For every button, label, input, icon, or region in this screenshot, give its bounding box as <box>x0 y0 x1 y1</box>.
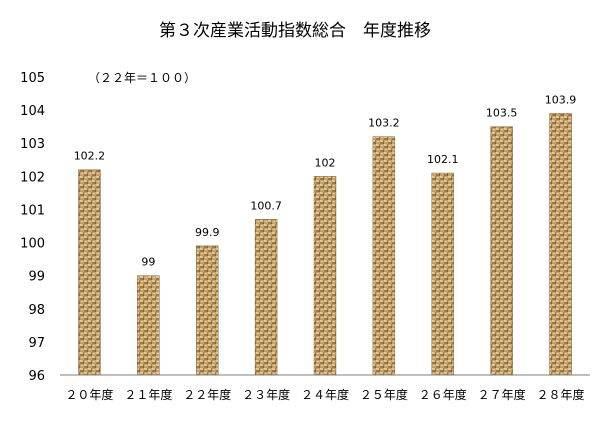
bar <box>372 136 396 376</box>
x-tick-label: ２８年度 <box>537 387 585 402</box>
data-label: 102 <box>315 156 336 169</box>
chart-title: 第３次産業活動指数総合 年度推移 <box>159 21 431 41</box>
bar <box>78 169 101 376</box>
x-tick-label: ２３年度 <box>242 387 290 402</box>
y-tick-label: 100 <box>20 237 45 252</box>
data-label: 103.5 <box>486 107 518 120</box>
data-label: 102.2 <box>74 150 106 163</box>
x-tick-label: ２５年度 <box>360 387 408 402</box>
x-tick-label: ２７年度 <box>478 387 526 402</box>
x-tick-label: ２４年度 <box>301 387 349 402</box>
y-tick-label: 104 <box>20 104 45 119</box>
x-tick-label: ２１年度 <box>124 387 172 402</box>
y-tick-label: 102 <box>20 170 45 185</box>
data-label: 99.9 <box>195 226 220 239</box>
data-label: 102.1 <box>427 153 459 166</box>
y-axis-tick-labels: 96 97 98 99 100 101 102 103 104 105 <box>20 71 45 384</box>
y-tick-label: 97 <box>28 336 45 351</box>
bar <box>549 113 572 376</box>
data-labels: 102.2 99 99.9 100.7 102 103.2 102.1 103.5 103.9 <box>74 93 577 268</box>
x-tick-label: ２２年度 <box>183 387 231 402</box>
x-tick-label: ２０年度 <box>65 387 113 402</box>
data-label: 99 <box>141 256 155 269</box>
y-tick-label: 99 <box>28 270 45 285</box>
data-label: 103.2 <box>368 117 400 130</box>
y-tick-label: 103 <box>20 137 45 152</box>
bar <box>313 176 337 376</box>
bar <box>137 275 160 376</box>
y-tick-label: 98 <box>28 303 45 318</box>
y-tick-label: 105 <box>20 71 45 86</box>
x-tick-label: ２６年度 <box>419 387 467 402</box>
y-tick-label: 101 <box>20 203 45 218</box>
chart-annotation: （２２年＝１００） <box>88 71 196 85</box>
bar <box>490 126 513 376</box>
data-label: 103.9 <box>545 93 577 106</box>
data-label: 100.7 <box>250 199 282 212</box>
x-axis-tick-labels: ２０年度 ２１年度 ２２年度 ２３年度 ２４年度 ２５年度 ２６年度 ２７年度 ２８年度 <box>65 387 584 402</box>
bar <box>254 219 278 376</box>
bar <box>196 245 219 376</box>
y-tick-label: 96 <box>28 369 45 384</box>
bar <box>431 172 454 376</box>
bars <box>78 113 572 376</box>
